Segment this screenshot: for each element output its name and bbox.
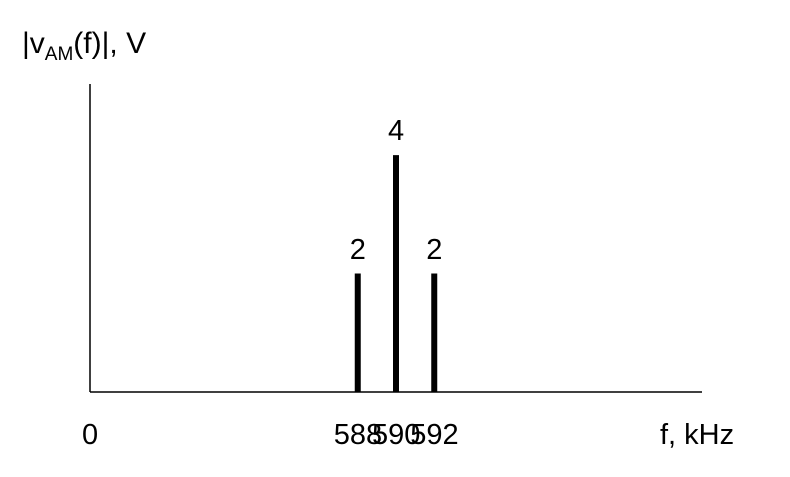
y-axis-label-main: |v bbox=[22, 27, 45, 60]
x-axis-label: f, kHz bbox=[660, 419, 735, 451]
x-tick-label: 592 bbox=[410, 419, 459, 451]
origin-tick-label: 0 bbox=[82, 419, 99, 451]
data-label: 4 bbox=[388, 115, 405, 148]
y-axis-label: |vAM(f)|, V bbox=[22, 26, 146, 73]
x-tick-label: 590 bbox=[372, 419, 421, 451]
x-tick-label: 588 bbox=[333, 419, 383, 451]
spectral-lines bbox=[354, 155, 438, 392]
y-axis-label-suffix: (f)|, V bbox=[73, 27, 147, 60]
data-label: 2 bbox=[426, 233, 443, 266]
data-label: 2 bbox=[349, 233, 366, 266]
y-axis-label-subscript: AM bbox=[44, 44, 74, 65]
